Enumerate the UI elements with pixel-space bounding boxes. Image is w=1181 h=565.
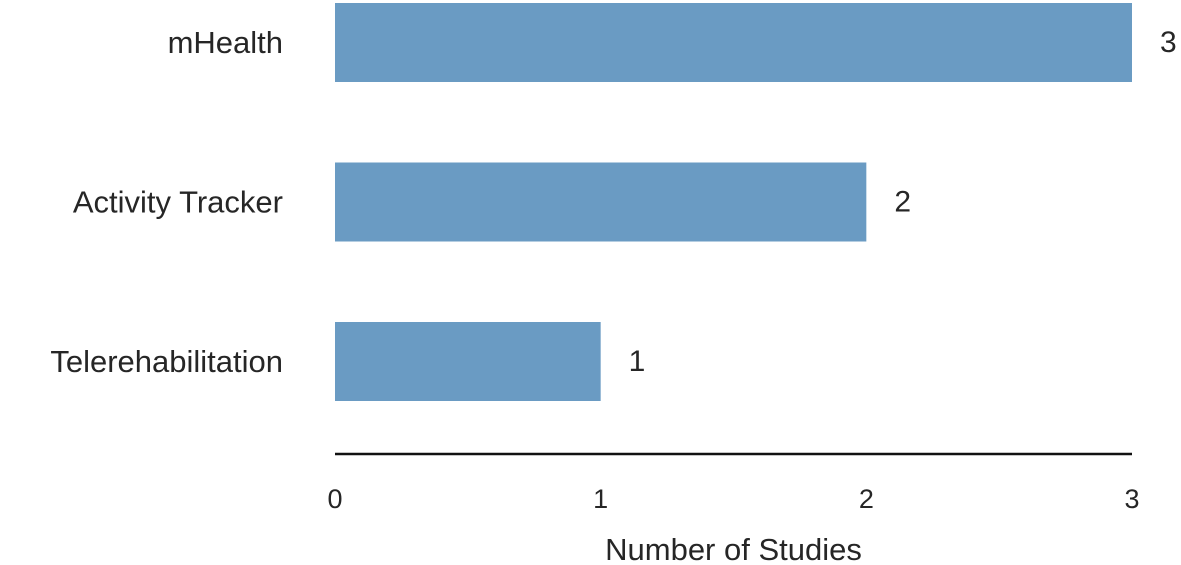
data-label-mhealth: 3: [1160, 26, 1177, 59]
x-tick-label-0: 0: [327, 484, 342, 514]
x-tick-labels: 0 1 2 3: [327, 484, 1139, 514]
bar-telerehabilitation: [335, 322, 601, 401]
category-label-activity-tracker: Activity Tracker: [73, 185, 283, 220]
data-label-telerehabilitation: 1: [629, 345, 646, 378]
bar-mhealth: [335, 3, 1132, 82]
bars-layer: [335, 3, 1132, 401]
bar-activity-tracker: [335, 162, 867, 242]
x-tick-label-1: 1: [593, 484, 608, 514]
category-label-telerehabilitation: Telerehabilitation: [50, 344, 283, 379]
x-tick-label-3: 3: [1124, 484, 1139, 514]
x-axis-title: Number of Studies: [605, 532, 862, 565]
category-labels: mHealth Activity Tracker Telerehabilitatio…: [50, 25, 283, 379]
data-label-activity-tracker: 2: [894, 186, 911, 219]
data-labels: 3 2 1: [629, 26, 1177, 378]
category-label-mhealth: mHealth: [168, 25, 283, 60]
x-tick-label-2: 2: [859, 484, 874, 514]
